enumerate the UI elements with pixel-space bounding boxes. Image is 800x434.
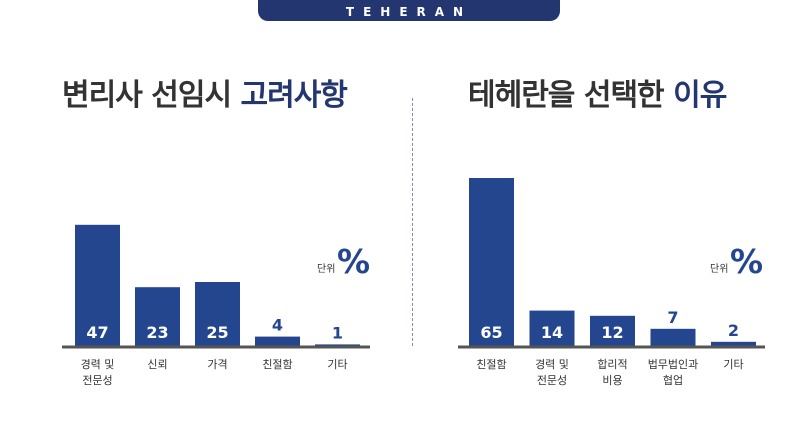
brand-tab: TEHERAN [258,0,560,21]
bar-right-0 [469,178,514,347]
chart-title-right: 테헤란을 선택한 이유 [468,70,727,114]
chart-title-left-plain: 변리사 선임시 [62,78,241,113]
category-label-right-2-1: 비용 [602,374,622,387]
value-label-right-2: 12 [601,323,623,342]
value-label-left-2: 25 [206,323,228,342]
brand-name: TEHERAN [345,5,473,19]
value-label-right-3: 7 [667,308,678,327]
category-label-right-0-0: 친절함 [476,358,506,371]
unit-symbol-left: % [337,242,370,281]
category-label-left-0-1: 전문성 [82,374,112,387]
bar-left-2 [195,282,240,347]
category-label-right-1-0: 경력 및 [535,358,569,371]
chart-title-right-plain: 테헤란을 선택한 [468,78,674,113]
chart-title-left-accent: 고려사항 [240,78,348,113]
category-label-right-3-0: 법무법인과 [648,358,699,371]
category-label-right-1-1: 전문성 [537,374,567,387]
bar-left-0 [75,224,120,347]
category-label-left-0-0: 경력 및 [81,358,115,371]
bar-right-4 [711,341,756,347]
category-label-right-2-0: 합리적 [597,358,627,371]
bar-left-3 [255,336,300,347]
category-label-left-3-0: 친절함 [262,358,292,371]
value-label-left-4: 1 [332,323,343,342]
category-label-right-3-1: 협업 [663,374,683,387]
chart-title-right-accent: 이유 [673,78,727,113]
value-label-left-1: 23 [146,323,168,342]
chart-title-left: 변리사 선임시 고려사항 [62,70,348,114]
value-label-right-0: 65 [480,323,502,342]
value-label-left-0: 47 [86,323,108,342]
category-label-right-4-0: 기타 [723,358,743,371]
panel-divider [412,98,413,346]
value-label-left-3: 4 [272,316,283,335]
category-label-left-2-0: 가격 [207,358,227,371]
category-label-left-4-0: 기타 [327,358,347,371]
bar-left-1 [135,287,180,347]
value-label-right-4: 2 [728,321,739,340]
unit-word-left: 단위 [317,262,335,275]
category-label-left-1-0: 신뢰 [147,358,167,371]
bar-right-3 [650,328,696,347]
value-label-right-1: 14 [541,323,563,342]
unit-symbol-right: % [730,242,763,281]
bar-right-1 [529,310,575,347]
bar-right-2 [590,315,635,347]
unit-word-right: 단위 [710,262,728,275]
